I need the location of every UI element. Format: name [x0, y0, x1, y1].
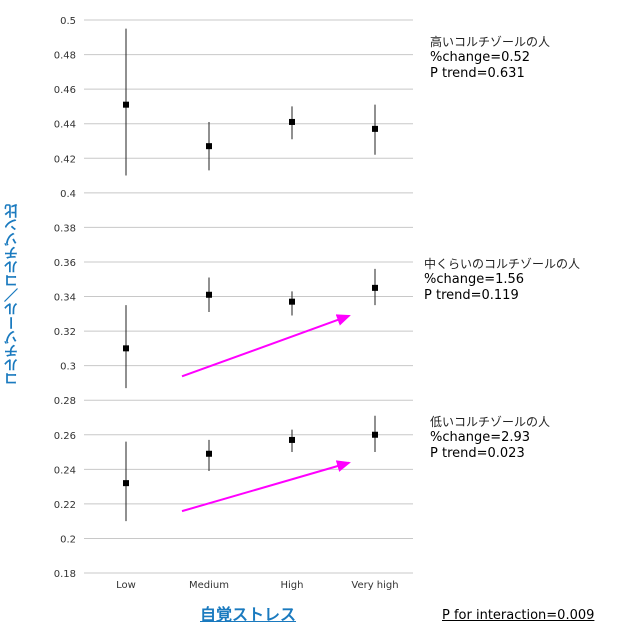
series-name-high: 高いコルチゾールの人: [430, 35, 551, 49]
y-axis-label: コルチゾール／コルチゾン比: [4, 204, 20, 386]
data-point-low: [372, 431, 378, 438]
p-trend-high: P trend=0.631: [430, 66, 525, 81]
x-tick-label: Low: [116, 580, 136, 591]
y-tick-label: 0.18: [54, 569, 76, 580]
y-tick-label: 0.32: [54, 327, 76, 338]
data-point-high: [289, 118, 295, 125]
data-point-high: [123, 101, 129, 108]
data-point-medium: [123, 345, 129, 352]
y-tick-label: 0.24: [54, 465, 76, 476]
data-point-medium: [206, 291, 212, 298]
pct-change-medium: %change=1.56: [424, 272, 525, 287]
p-trend-low: P trend=0.023: [430, 446, 525, 461]
y-tick-label: 0.44: [54, 120, 76, 131]
annotation-high: 高いコルチゾールの人 %change=0.52 P trend=0.631: [430, 34, 550, 82]
annotation-medium: 中くらいのコルチゾールの人 %change=1.56 P trend=0.119: [424, 256, 580, 304]
x-tick-label: Medium: [189, 580, 229, 591]
data-point-high: [372, 125, 378, 132]
x-tick-label: Very high: [351, 580, 398, 591]
data-point-high: [206, 143, 212, 150]
y-tick-label: 0.22: [54, 500, 76, 511]
data-point-low: [289, 436, 295, 443]
data-point-medium: [289, 298, 295, 305]
annotation-low: 低いコルチゾールの人 %change=2.93 P trend=0.023: [430, 414, 550, 462]
series-name-medium: 中くらいのコルチゾールの人: [424, 257, 581, 271]
p-interaction-label: P for interaction=0.009: [442, 608, 595, 623]
y-tick-label: 0.5: [60, 16, 76, 27]
data-point-medium: [372, 284, 378, 291]
pct-change-high: %change=0.52: [430, 50, 531, 65]
trend-arrow-low: [181, 460, 351, 513]
x-tick-label: High: [281, 580, 304, 591]
data-point-low: [206, 450, 212, 457]
pct-change-low: %change=2.93: [430, 430, 531, 445]
y-tick-label: 0.34: [54, 293, 76, 304]
y-tick-label: 0.38: [54, 223, 76, 234]
y-tick-label: 0.36: [54, 258, 76, 269]
x-axis-label: 自覚ストレス: [200, 605, 297, 624]
y-tick-label: 0.48: [54, 51, 76, 62]
p-trend-medium: P trend=0.119: [424, 288, 519, 303]
y-tick-label: 0.46: [54, 85, 76, 96]
y-tick-label: 0.28: [54, 396, 76, 407]
y-tick-label: 0.4: [60, 189, 76, 200]
y-tick-label: 0.3: [60, 362, 76, 373]
series-name-low: 低いコルチゾールの人: [430, 415, 551, 429]
data-point-low: [123, 480, 129, 487]
y-tick-label: 0.26: [54, 431, 76, 442]
y-tick-label: 0.42: [54, 154, 76, 165]
y-tick-label: 0.2: [60, 534, 76, 545]
trend-arrow-medium: [181, 314, 351, 378]
